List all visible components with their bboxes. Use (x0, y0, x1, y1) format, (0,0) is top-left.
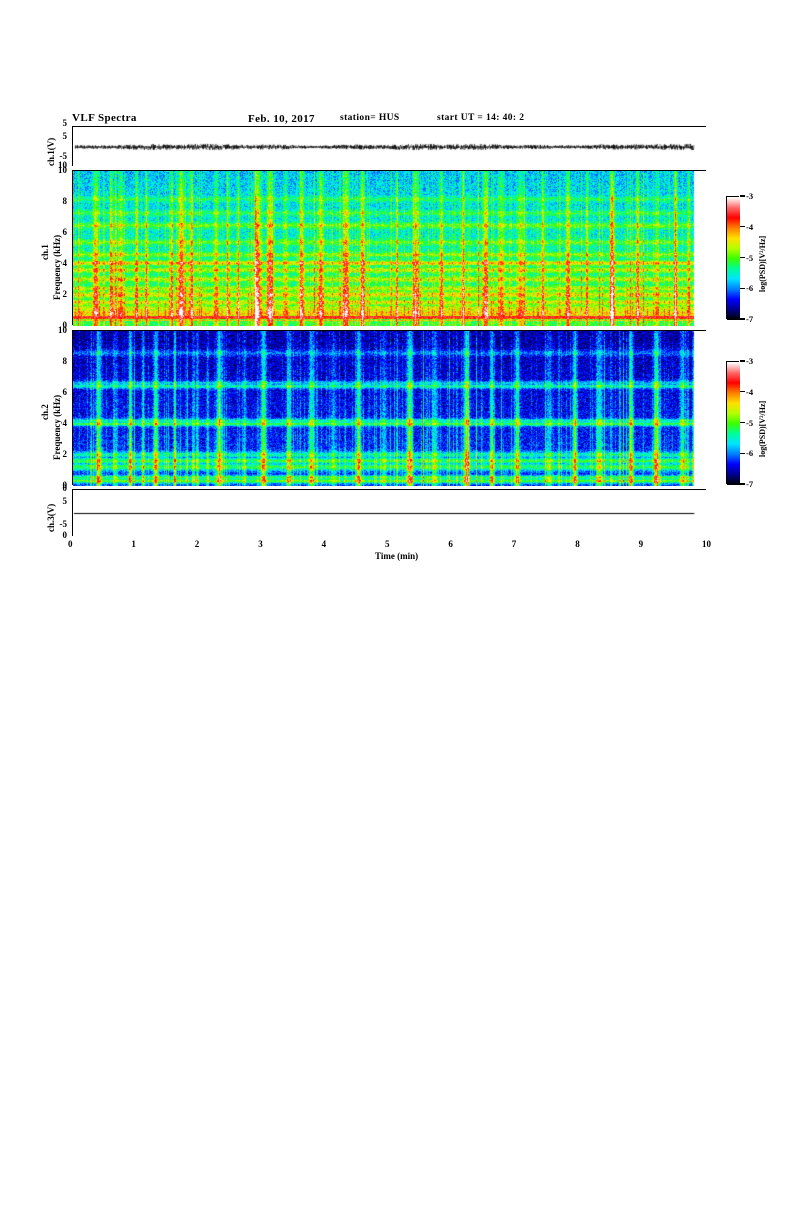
colorbar-tick (740, 360, 745, 361)
ch1-colorbar-tick-label-3: -6 (746, 283, 753, 293)
ch1-colorbar-tick-label-4: -7 (746, 314, 753, 324)
ch1-colorbar-tick-label-1: -4 (746, 222, 753, 232)
colorbar-tick (740, 453, 745, 454)
x-tick-label-1: 1 (131, 539, 136, 549)
x-tick-label-8: 8 (575, 539, 580, 549)
ch2-spectrogram-image (73, 331, 707, 486)
figure-title: VLF Spectra (72, 112, 137, 124)
x-tick-label-4: 4 (322, 539, 327, 549)
ch2-colorbar-tick-label-2: -5 (746, 418, 753, 428)
ch2-colorbar-title: log(PSD)[V²/Hz] (758, 401, 767, 457)
ch2-y-tick-label-1: 2 (51, 449, 67, 459)
ch3-waveform-panel (72, 489, 706, 536)
ch2-colorbar-tick-label-1: -4 (746, 387, 753, 397)
ch2-colorbar-gradient (727, 362, 740, 485)
x-tick-label-0: 0 (68, 539, 73, 549)
ch1-waveform-trace (73, 127, 707, 167)
ch2-colorbar-tick-label-0: -3 (746, 356, 753, 366)
ch1-spectrogram-image (73, 171, 707, 326)
x-tick-label-5: 5 (385, 539, 390, 549)
x-tick-label-10: 10 (702, 539, 711, 549)
ch1-spectrogram-axis-label-1: ch.1 (40, 244, 50, 260)
colorbar-tick (740, 288, 745, 289)
colorbar-tick (740, 483, 745, 484)
colorbar-tick (740, 391, 745, 392)
ch3-waveform-trace (73, 490, 707, 537)
ch1-spectrogram-panel (72, 170, 706, 325)
x-tick-label-3: 3 (258, 539, 263, 549)
ch1-y-tick-label-4: 8 (51, 196, 67, 206)
ch2-y-tick-label-3: 6 (51, 387, 67, 397)
ch2-spectrogram-panel (72, 330, 706, 485)
colorbar-tick (740, 226, 745, 227)
vlf-spectra-figure: VLF Spectra Feb. 10, 2017 station= HUS s… (0, 0, 792, 612)
ch2-colorbar-tick-label-3: -6 (746, 448, 753, 458)
ch1-waveform-panel (72, 126, 706, 166)
ch1-colorbar (726, 196, 739, 319)
station-label: station= HUS (340, 113, 400, 123)
x-tick-label-9: 9 (639, 539, 644, 549)
ch2-colorbar (726, 361, 739, 484)
colorbar-tick (740, 422, 745, 423)
ch3_wave-y-tick-label-1: -5 (51, 519, 67, 529)
x-tick-label-7: 7 (512, 539, 517, 549)
ch2-y-tick-label-4: 8 (51, 356, 67, 366)
ch1_wave-y-tick-label-0: 5 (51, 131, 67, 141)
colorbar-tick (740, 318, 745, 319)
ch2-y-tick-label-5: 10 (51, 325, 67, 335)
ch3-zero-label: 0 (51, 530, 67, 540)
observation-date: Feb. 10, 2017 (248, 113, 315, 125)
ch2-spectrogram-axis-label-1: ch.2 (40, 404, 50, 420)
ch1-colorbar-tick-label-0: -3 (746, 191, 753, 201)
ch1-colorbar-tick-label-2: -5 (746, 253, 753, 263)
ch1-colorbar-title: log(PSD)[V²/Hz] (758, 236, 767, 292)
ch1-colorbar-gradient (727, 197, 740, 320)
ch1-y-tick-label-2: 4 (51, 258, 67, 268)
colorbar-tick (740, 195, 745, 196)
colorbar-tick (740, 257, 745, 258)
ch3_wave-y-tick-label-0: 5 (51, 496, 67, 506)
x-tick-label-6: 6 (448, 539, 453, 549)
start-ut-label: start UT = 14: 40: 2 (437, 113, 524, 123)
ch2-y-tick-label-2: 4 (51, 418, 67, 428)
x-tick-label-2: 2 (195, 539, 200, 549)
ch1-y-tick-label-1: 2 (51, 289, 67, 299)
ch2-zero-label: 0 (51, 483, 67, 493)
ch1-y-tick-label-3: 6 (51, 227, 67, 237)
ch1-wave-extra-label: 10 (51, 160, 67, 170)
ch2-colorbar-tick-label-4: -7 (746, 479, 753, 489)
x-axis-title: Time (min) (375, 551, 418, 561)
ch1-top-label: 5 (51, 118, 67, 128)
